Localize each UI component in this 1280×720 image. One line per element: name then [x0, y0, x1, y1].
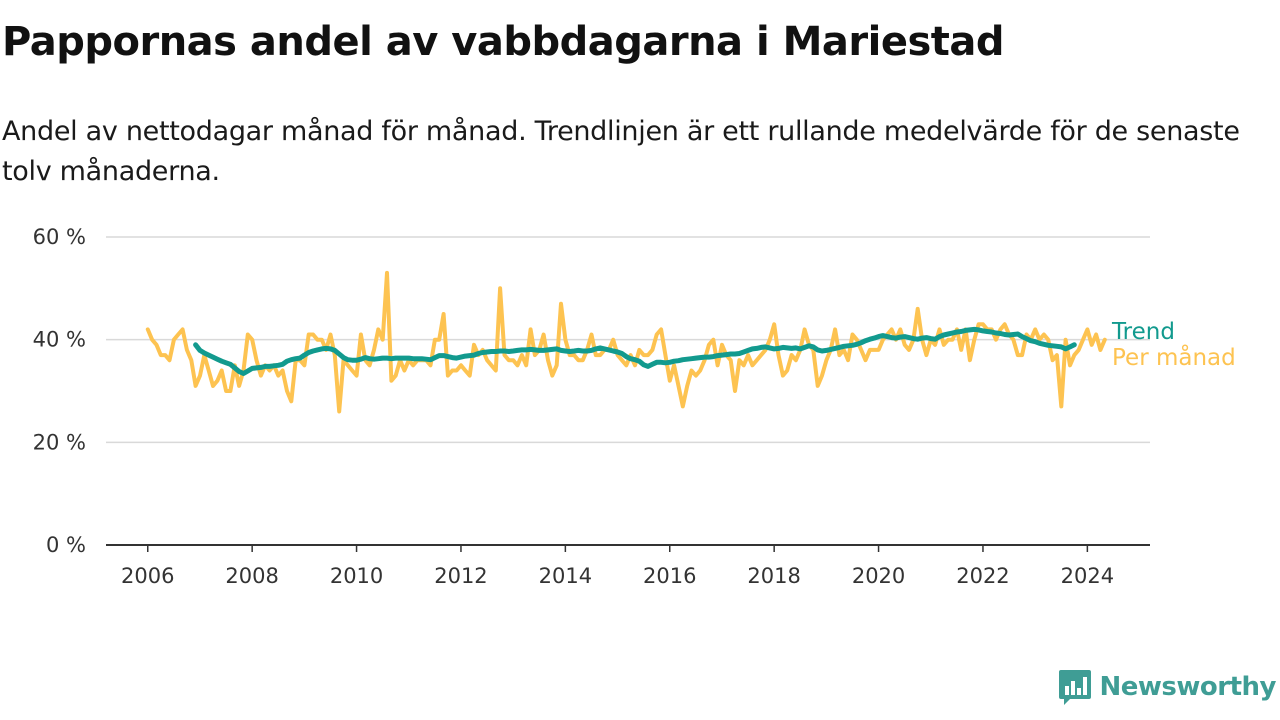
x-tick-label: 2020	[852, 564, 905, 588]
brand-name: Newsworthy	[1099, 672, 1277, 702]
monthly-series-label: Per månad	[1112, 343, 1236, 371]
monthly-line	[145, 270, 1107, 414]
x-tick-label: 2006	[121, 564, 174, 588]
series-lines	[145, 270, 1107, 414]
grid-lines	[106, 236, 1150, 444]
x-tick-label: 2016	[643, 564, 696, 588]
trend-line	[193, 326, 1077, 376]
x-tick-label: 2018	[747, 564, 800, 588]
x-tick-label: 2022	[956, 564, 1009, 588]
x-axis: 2006 2008 2010 2012 2014 2016 2018 2020 2022 2024	[106, 544, 1150, 588]
y-axis-ticks: 0 % 20 % 40 % 60 %	[33, 225, 86, 557]
x-tick-label: 2008	[225, 564, 278, 588]
chart-subtitle: Andel av nettodagar månad för månad. Tre…	[2, 116, 1240, 187]
x-tick-label: 2014	[539, 564, 592, 588]
newsworthy-logo: Newsworthy	[1058, 668, 1277, 706]
x-tick-label: 2010	[330, 564, 383, 588]
y-tick-label: 20 %	[33, 430, 86, 454]
y-tick-label: 60 %	[33, 225, 86, 249]
newsworthy-logo-icon	[1058, 670, 1091, 705]
y-tick-label: 0 %	[46, 533, 86, 557]
y-tick-label: 40 %	[33, 328, 86, 352]
chart-title: Pappornas andel av vabbdagarna i Mariest…	[2, 19, 1005, 65]
trend-series-label: Trend	[1111, 319, 1175, 345]
x-tick-label: 2012	[434, 564, 487, 588]
x-tick-label: 2024	[1061, 564, 1114, 588]
line-chart: 0 % 20 % 40 % 60 % 2006 2008 2010 2012 2014 2016…	[33, 225, 1236, 588]
